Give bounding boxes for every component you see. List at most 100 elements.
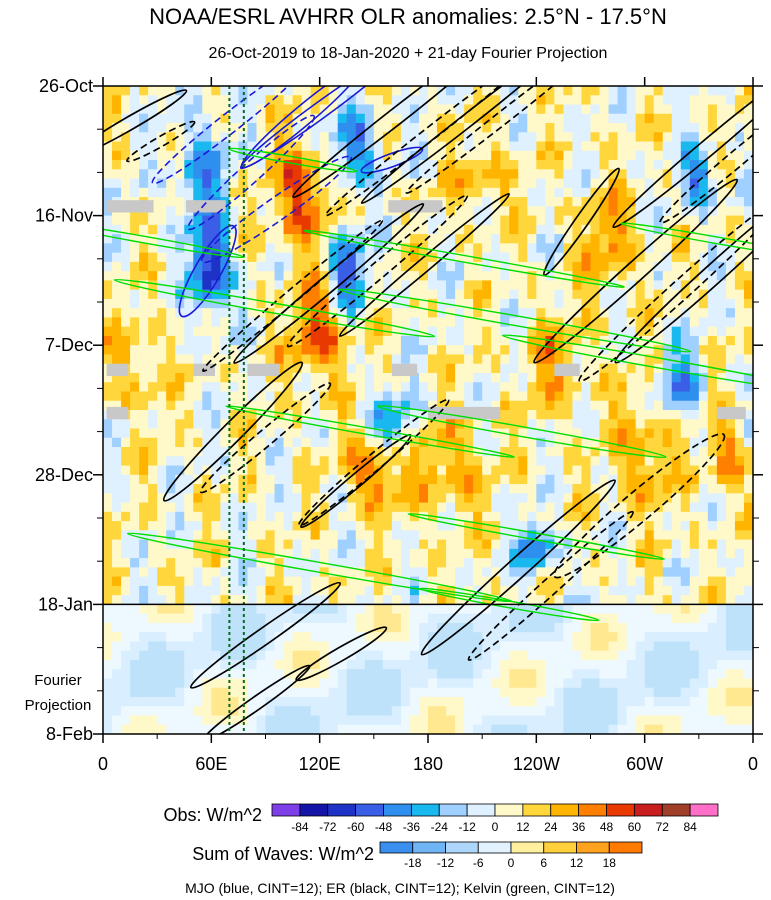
heatmap-cell <box>400 224 411 235</box>
heatmap-cell <box>148 345 158 356</box>
heatmap-cell <box>265 595 276 605</box>
heatmap-cell <box>130 456 140 467</box>
heatmap-cell <box>166 447 176 457</box>
heatmap-cell <box>554 308 565 319</box>
heatmap-cell <box>428 113 438 124</box>
heatmap-cell <box>382 363 393 374</box>
heatmap-cell <box>734 95 745 106</box>
heatmap-cell <box>373 410 384 420</box>
heatmap-cell <box>103 169 113 180</box>
heatmap-cell <box>364 95 375 106</box>
heatmap-cell <box>626 372 637 383</box>
heatmap-cell <box>545 447 555 457</box>
heatmap-cell <box>599 641 610 652</box>
heatmap-cell <box>247 622 258 633</box>
heatmap-cell <box>112 604 122 615</box>
heatmap-cell <box>689 567 700 578</box>
heatmap-cell <box>301 659 312 670</box>
heatmap-cell <box>698 234 709 244</box>
heatmap-cell <box>482 150 492 161</box>
heatmap-cell <box>707 280 718 291</box>
heatmap-cell <box>590 206 601 217</box>
heatmap-cell <box>175 206 185 217</box>
heatmap-cell <box>626 261 637 272</box>
heatmap-cell <box>247 113 258 124</box>
heatmap-cell <box>680 687 691 698</box>
heatmap-cell <box>509 585 519 596</box>
heatmap-cell <box>653 141 664 152</box>
heatmap-cell <box>274 419 285 430</box>
heatmap-cell <box>229 604 240 615</box>
heatmap-cell <box>211 521 221 531</box>
heatmap-cell <box>382 576 393 587</box>
heatmap-cell <box>337 613 348 624</box>
heatmap-cell <box>743 169 753 180</box>
heatmap-cell <box>446 206 456 217</box>
heatmap-cell <box>157 595 167 605</box>
heatmap-cell <box>509 410 519 420</box>
heatmap-cell <box>689 335 700 346</box>
heatmap-cell <box>707 354 718 365</box>
heatmap-cell <box>229 354 240 365</box>
heatmap-cell <box>238 428 249 439</box>
heatmap-cell <box>581 123 592 133</box>
heatmap-cell <box>608 706 619 717</box>
heatmap-cell <box>455 215 465 226</box>
heatmap-cell <box>635 696 646 707</box>
heatmap-cell <box>130 558 140 568</box>
heatmap-cell <box>274 465 285 476</box>
heatmap-cell <box>464 141 474 152</box>
heatmap-cell <box>437 687 447 698</box>
heatmap-cell <box>455 95 465 106</box>
heatmap-cell <box>220 410 230 420</box>
heatmap-cell <box>662 595 673 605</box>
heatmap-cell <box>337 502 348 513</box>
heatmap-cell <box>328 484 339 494</box>
heatmap-cell <box>382 123 393 133</box>
heatmap-cell <box>590 437 601 448</box>
heatmap-cell <box>599 308 610 319</box>
heatmap-cell <box>500 521 510 531</box>
heatmap-cell <box>148 428 158 439</box>
heatmap-cell <box>157 308 167 319</box>
heatmap-cell <box>256 335 267 346</box>
heatmap-cell <box>437 95 447 106</box>
heatmap-cell <box>473 215 483 226</box>
heatmap-cell <box>328 345 339 356</box>
heatmap-cell <box>373 345 384 356</box>
heatmap-cell <box>590 678 601 689</box>
heatmap-cell <box>671 104 682 115</box>
heatmap-cell <box>418 696 429 707</box>
heatmap-cell <box>130 502 140 513</box>
heatmap-cell <box>220 141 230 152</box>
heatmap-cell <box>572 558 583 568</box>
heatmap-cell <box>491 641 501 652</box>
heatmap-cell <box>121 354 131 365</box>
heatmap-cell <box>536 243 546 254</box>
heatmap-cell <box>211 187 221 198</box>
heatmap-cell <box>247 243 258 254</box>
heatmap-cell <box>482 113 492 124</box>
heatmap-cell <box>680 169 691 180</box>
heatmap-cell <box>689 169 700 180</box>
heatmap-cell <box>680 511 691 522</box>
heatmap-cell <box>139 474 149 485</box>
heatmap-cell <box>725 622 736 633</box>
heatmap-cell <box>563 132 574 143</box>
heatmap-cell <box>139 345 149 356</box>
heatmap-cell <box>626 613 637 624</box>
heatmap-cell <box>725 669 736 680</box>
heatmap-cell <box>166 113 176 124</box>
heatmap-cell <box>671 632 682 643</box>
heatmap-cell <box>229 650 240 661</box>
heatmap-cell <box>148 289 158 300</box>
heatmap-cell <box>500 86 510 96</box>
heatmap-cell <box>671 511 682 522</box>
heatmap-cell <box>437 539 447 550</box>
heatmap-cell <box>193 585 203 596</box>
heatmap-cell <box>193 289 203 300</box>
heatmap-cell <box>554 224 565 235</box>
heatmap-cell <box>220 252 230 263</box>
heatmap-cell <box>455 187 465 198</box>
heatmap-cell <box>644 558 655 568</box>
